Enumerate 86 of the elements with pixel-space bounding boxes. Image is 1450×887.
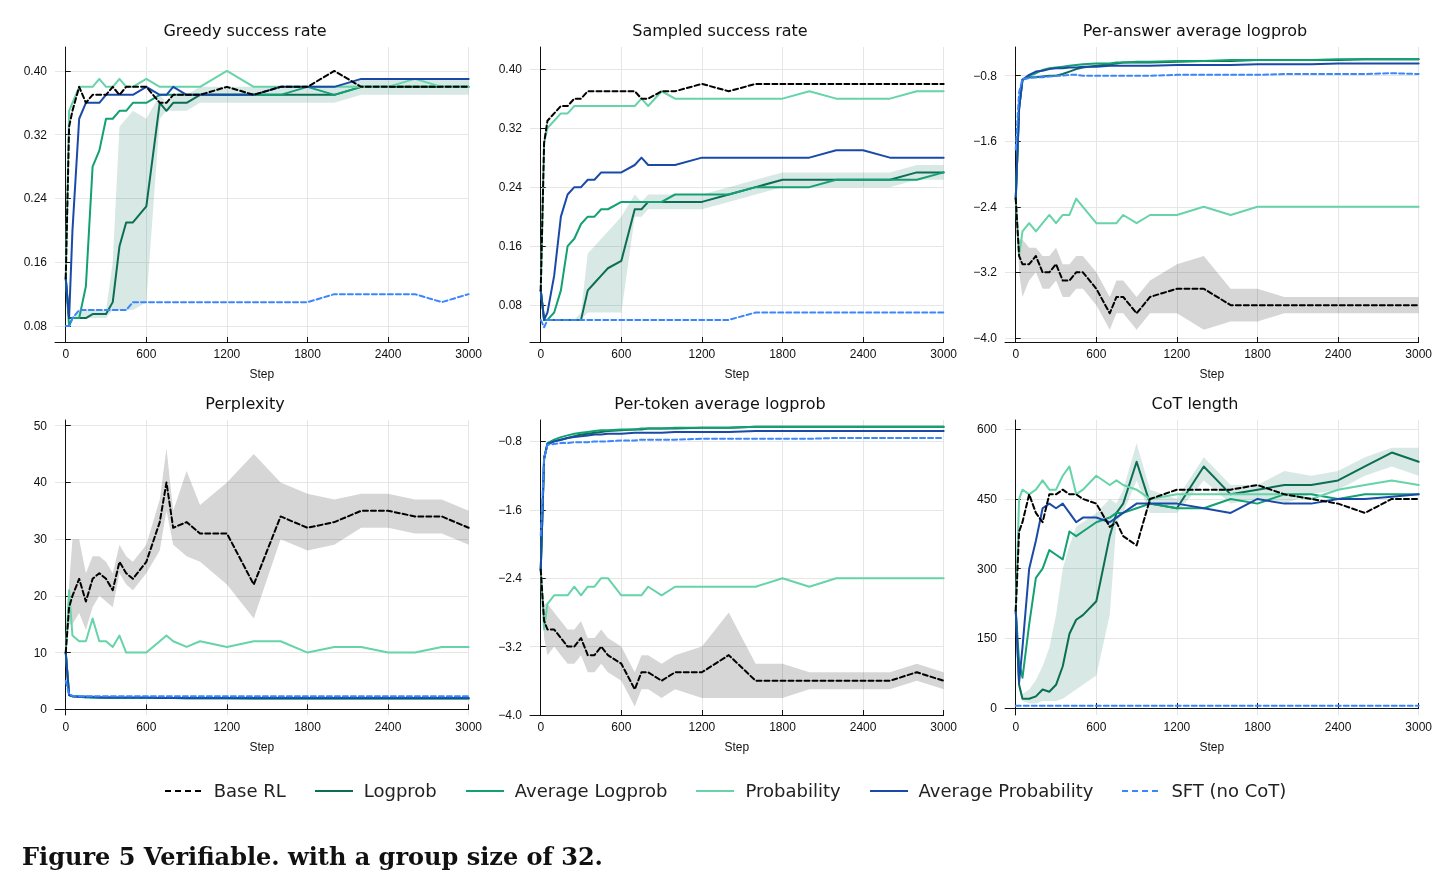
x-tick-label: 600 bbox=[136, 720, 157, 734]
chart-title: CoT length bbox=[1151, 393, 1239, 413]
legend-label: Average Probability bbox=[918, 780, 1094, 801]
y-tick-label: 0 bbox=[990, 701, 998, 716]
legend-label: SFT (no CoT) bbox=[1171, 780, 1287, 801]
y-tick-label: −0.8 bbox=[498, 434, 523, 449]
x-axis-title: Step bbox=[1199, 367, 1225, 381]
y-tick-label: −2.4 bbox=[973, 199, 998, 214]
x-tick-label: 1200 bbox=[1163, 720, 1191, 734]
x-tick-label: 600 bbox=[1086, 347, 1107, 361]
x-tick-label: 600 bbox=[136, 347, 157, 361]
y-tick-label: 20 bbox=[33, 588, 48, 603]
x-axis-title: Step bbox=[724, 367, 750, 381]
x-tick-label: 2400 bbox=[849, 720, 877, 734]
x-axis-title: Step bbox=[724, 740, 750, 754]
x-tick-label: 0 bbox=[62, 720, 70, 734]
y-tick-label: 0.16 bbox=[23, 255, 48, 270]
chart-title: Per-token average logprob bbox=[614, 393, 826, 413]
x-tick-label: 600 bbox=[611, 347, 632, 361]
x-axis-title: Step bbox=[1199, 740, 1225, 754]
chart-title: Sampled success rate bbox=[632, 20, 808, 40]
x-tick-label: 1200 bbox=[213, 347, 241, 361]
y-tick-label: −2.4 bbox=[498, 571, 523, 586]
x-tick-label: 2400 bbox=[374, 720, 402, 734]
x-tick-label: 3000 bbox=[1405, 347, 1433, 361]
x-tick-label: 1800 bbox=[294, 720, 322, 734]
x-tick-label: 0 bbox=[1012, 720, 1020, 734]
x-tick-label: 2400 bbox=[1324, 347, 1352, 361]
x-tick-label: 600 bbox=[1086, 720, 1107, 734]
y-tick-label: −1.6 bbox=[973, 134, 998, 149]
x-tick-label: 0 bbox=[537, 347, 545, 361]
y-tick-label: 0.24 bbox=[23, 191, 48, 206]
x-tick-label: 600 bbox=[611, 720, 632, 734]
x-tick-label: 3000 bbox=[1405, 720, 1433, 734]
x-tick-label: 3000 bbox=[930, 720, 958, 734]
y-tick-label: −4.0 bbox=[973, 330, 998, 345]
y-tick-label: 30 bbox=[33, 532, 48, 547]
x-axis-title: Step bbox=[249, 367, 275, 381]
x-tick-label: 1200 bbox=[1163, 347, 1191, 361]
x-tick-label: 1800 bbox=[294, 347, 322, 361]
chart-title: Per-answer average logprob bbox=[1082, 20, 1308, 40]
y-tick-label: −1.6 bbox=[498, 502, 523, 517]
y-tick-label: 0.08 bbox=[23, 319, 48, 334]
x-tick-label: 1800 bbox=[1244, 720, 1272, 734]
y-tick-label: −3.2 bbox=[973, 265, 998, 280]
x-tick-label: 2400 bbox=[374, 347, 402, 361]
chart-title: Perplexity bbox=[205, 393, 285, 413]
y-tick-label: 450 bbox=[976, 491, 998, 506]
x-tick-label: 1800 bbox=[769, 347, 797, 361]
x-tick-label: 0 bbox=[1012, 347, 1020, 361]
y-tick-label: −4.0 bbox=[498, 708, 523, 722]
legend-label: Average Logprob bbox=[514, 780, 668, 801]
y-tick-label: 0.32 bbox=[498, 121, 523, 136]
caption: Figure 5 Verifiable. with a group size of 32. bbox=[22, 842, 603, 871]
chart-title: Greedy success rate bbox=[163, 20, 327, 40]
x-tick-label: 1200 bbox=[688, 720, 716, 734]
y-tick-label: 600 bbox=[976, 422, 998, 437]
y-tick-label: 0.32 bbox=[23, 127, 48, 142]
y-tick-label: 50 bbox=[33, 418, 48, 433]
y-tick-label: 0.40 bbox=[23, 63, 48, 78]
x-tick-label: 1200 bbox=[213, 720, 241, 734]
y-tick-label: 0.40 bbox=[498, 62, 523, 77]
y-tick-label: 0 bbox=[40, 702, 48, 717]
y-tick-label: 300 bbox=[976, 561, 998, 576]
x-tick-label: 1800 bbox=[769, 720, 797, 734]
y-tick-label: 0.08 bbox=[498, 298, 523, 313]
x-tick-label: 3000 bbox=[930, 347, 958, 361]
x-tick-label: 3000 bbox=[455, 720, 483, 734]
x-tick-label: 0 bbox=[537, 720, 545, 734]
x-axis-title: Step bbox=[249, 740, 275, 754]
y-tick-label: 10 bbox=[33, 645, 48, 660]
x-tick-label: 1200 bbox=[688, 347, 716, 361]
x-tick-label: 2400 bbox=[849, 347, 877, 361]
y-tick-label: 0.16 bbox=[498, 239, 523, 254]
legend-label: Logprob bbox=[363, 780, 437, 801]
legend-label: Probability bbox=[745, 780, 841, 801]
x-tick-label: 3000 bbox=[455, 347, 483, 361]
x-tick-label: 0 bbox=[62, 347, 70, 361]
legend-label: Base RL bbox=[213, 780, 286, 801]
y-tick-label: 0.24 bbox=[498, 180, 523, 195]
x-tick-label: 1800 bbox=[1244, 347, 1272, 361]
y-tick-label: 150 bbox=[976, 631, 998, 646]
y-tick-label: −0.8 bbox=[973, 68, 998, 83]
y-tick-label: 40 bbox=[33, 475, 48, 490]
x-tick-label: 2400 bbox=[1324, 720, 1352, 734]
y-tick-label: −3.2 bbox=[498, 639, 523, 654]
